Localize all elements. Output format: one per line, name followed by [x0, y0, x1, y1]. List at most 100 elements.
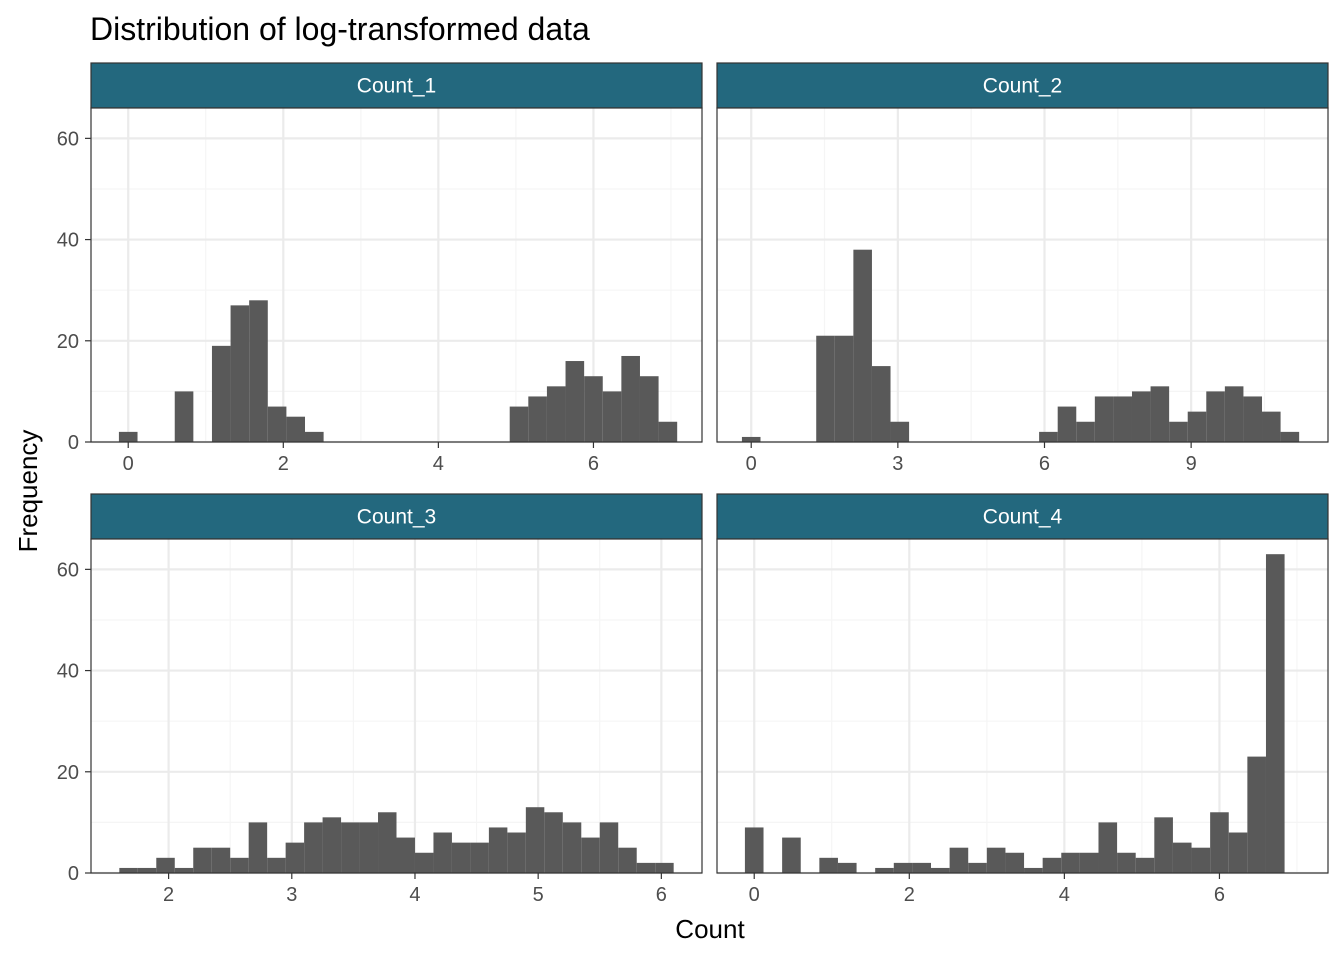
y-axis-title: Frequency — [13, 430, 43, 553]
panel-border — [716, 538, 1329, 874]
histogram-bar — [193, 847, 212, 873]
histogram-bar — [636, 862, 656, 873]
histogram-bar — [1172, 842, 1192, 873]
histogram-bar — [546, 386, 566, 442]
histogram-bar — [599, 822, 619, 873]
histogram-bar — [1131, 391, 1151, 442]
y-tick-label: 0 — [68, 863, 79, 885]
histogram-bar — [211, 847, 231, 873]
histogram-bar — [1098, 822, 1118, 873]
x-tick-label: 9 — [1186, 453, 1197, 475]
histogram-bar — [230, 857, 249, 873]
histogram-bar — [581, 837, 600, 873]
histogram-bar — [322, 817, 342, 873]
histogram-bar — [819, 857, 838, 873]
y-tick-label: 60 — [57, 128, 79, 150]
histogram-bar — [137, 867, 157, 873]
histogram-bar — [509, 406, 529, 442]
histogram-bar — [544, 812, 563, 873]
histogram-bar — [470, 842, 489, 873]
histogram-bar — [584, 376, 603, 442]
histogram-bar — [396, 837, 415, 873]
histogram-bar — [741, 436, 761, 442]
histogram-bar — [267, 406, 287, 442]
histogram-bar — [1135, 857, 1155, 873]
facet-panel-4: Count_4 0 2 4 6 — [716, 493, 1329, 906]
histogram-bar — [816, 335, 835, 442]
histogram-bar — [1094, 396, 1114, 442]
panel-border — [90, 538, 703, 874]
x-tick-label: 6 — [1214, 884, 1225, 906]
histogram-bar — [1113, 396, 1132, 442]
histogram-bar — [1039, 431, 1058, 442]
histogram-bar — [1206, 391, 1225, 442]
x-tick-label: 3 — [892, 453, 903, 475]
histogram-bar — [1187, 411, 1207, 442]
histogram-bar — [1243, 396, 1263, 442]
histogram-bar — [433, 832, 452, 873]
facet-strip — [716, 493, 1329, 540]
histogram-bar — [305, 431, 324, 442]
histogram-bar — [230, 305, 250, 442]
x-tick-label: 4 — [433, 453, 444, 475]
x-tick-label: 0 — [123, 453, 134, 475]
histogram-bar — [890, 421, 910, 442]
panel-border — [90, 107, 703, 443]
histogram-bar — [1210, 812, 1229, 873]
x-tick-label: 2 — [904, 884, 915, 906]
facet-strip-label: Count_1 — [357, 75, 436, 98]
histogram-bar — [931, 867, 950, 873]
y-tick-label: 0 — [68, 432, 79, 454]
histogram-bar — [893, 862, 913, 873]
chart-title: Distribution of log-transformed data — [90, 11, 590, 47]
histogram-bar — [744, 827, 764, 873]
histogram-bar — [118, 431, 138, 442]
histogram-bar — [525, 807, 545, 873]
histogram-bar — [488, 827, 508, 873]
facet-panel-2: Count_2 0 3 6 9 — [716, 62, 1329, 475]
histogram-bar — [1280, 431, 1300, 442]
histogram-bar — [341, 822, 360, 873]
y-tick-label: 20 — [57, 331, 79, 353]
histogram-bar — [853, 249, 872, 442]
histogram-bar — [1024, 867, 1043, 873]
histogram-bar — [249, 300, 268, 442]
histogram-bar — [1005, 852, 1025, 873]
facet-strip-label: Count_3 — [357, 506, 436, 529]
histogram-bar — [871, 366, 891, 442]
histogram-bar — [1076, 421, 1095, 442]
y-tick-label: 20 — [57, 762, 79, 784]
facet-strip-label: Count_2 — [983, 75, 1062, 98]
histogram-bar — [378, 812, 397, 873]
facet-strip — [90, 493, 703, 540]
histogram-bar — [248, 822, 268, 873]
histogram-bar — [1061, 852, 1080, 873]
histogram-bar — [1079, 852, 1099, 873]
x-tick-label: 0 — [746, 453, 757, 475]
histogram-bar — [658, 421, 678, 442]
histogram-bar — [1224, 386, 1244, 442]
x-tick-label: 6 — [588, 453, 599, 475]
histogram-bar — [949, 847, 969, 873]
x-tick-label: 4 — [1059, 884, 1070, 906]
facet-strip-label: Count_4 — [983, 506, 1063, 529]
histogram-bar — [211, 345, 231, 442]
x-tick-label: 2 — [278, 453, 289, 475]
histogram-bar — [602, 391, 622, 442]
histogram-bar — [618, 847, 637, 873]
histogram-bar — [875, 867, 894, 873]
histogram-bar — [986, 847, 1006, 873]
histogram-bar — [285, 842, 305, 873]
x-tick-label: 5 — [533, 884, 544, 906]
histogram-bar — [414, 852, 434, 873]
histogram-bar — [267, 857, 286, 873]
facet-strip — [716, 62, 1329, 109]
histogram-bar — [359, 822, 379, 873]
histogram-bar — [912, 862, 932, 873]
histogram-bar — [119, 867, 138, 873]
histogram-bar — [968, 862, 987, 873]
histogram-bar — [451, 842, 471, 873]
